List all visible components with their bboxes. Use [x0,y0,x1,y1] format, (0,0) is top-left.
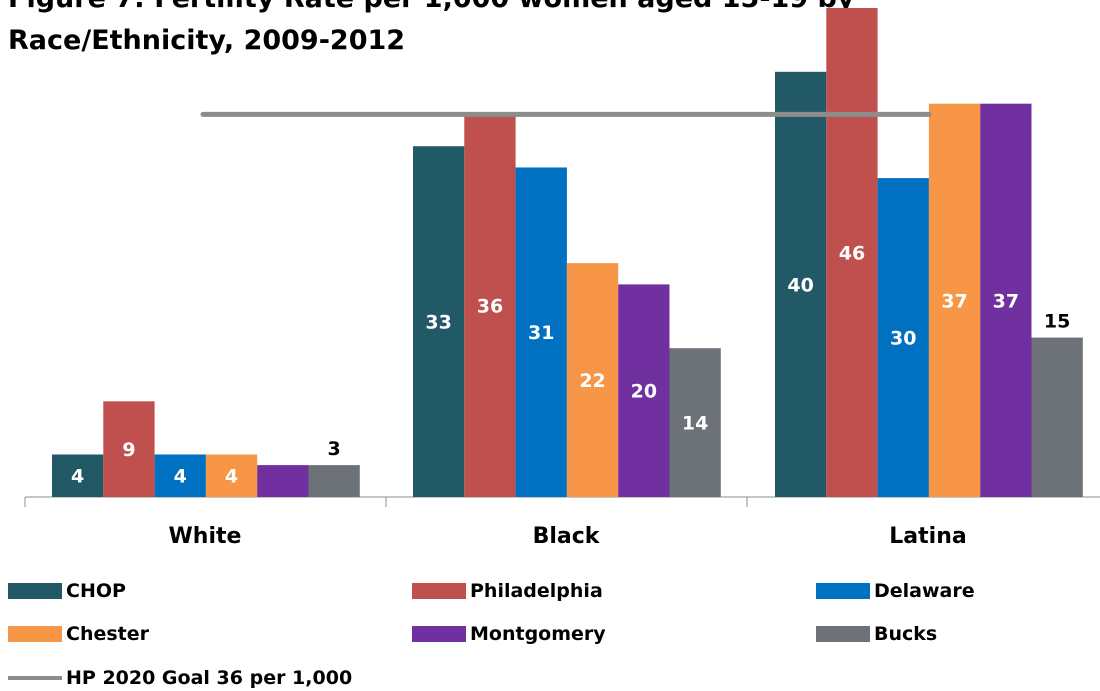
data-label-chester-black: 22 [579,370,605,392]
bar-montgomery-black [618,284,670,497]
category-label-latina: Latina [889,524,966,549]
legend-label-montgomery: Montgomery [470,623,606,645]
legend-item-philadelphia: Philadelphia [412,580,603,602]
bar-chester-black [566,263,619,497]
legend-item-bucks: Bucks [816,623,937,645]
bar-bucks-black [669,348,721,497]
legend-swatch-chester [8,626,62,642]
legend-label-delaware: Delaware [874,580,975,602]
data-label-chester-white: 4 [225,466,238,488]
bar-bucks-white [308,465,360,497]
data-label-philadelphia-black: 36 [477,296,503,318]
data-label-bucks-white: 3 [328,438,341,460]
data-label-delaware-white: 4 [174,466,187,488]
data-label-chester-latina: 37 [941,290,967,312]
data-label-philadelphia-white: 9 [122,439,135,461]
legend-swatch-bucks [816,626,870,642]
data-label-chop-white: 4 [71,466,84,488]
bar-delaware-latina [877,178,929,497]
data-label-delaware-black: 31 [528,322,554,344]
legend-label-hp2020-goal: HP 2020 Goal 36 per 1,000 [66,667,353,689]
data-label-philadelphia-latina: 46 [839,243,865,265]
data-label-montgomery-black: 20 [631,381,657,403]
data-label-bucks-latina: 15 [1044,311,1070,333]
legend-swatch-philadelphia [412,583,466,599]
legend-item-hp2020-goal: HP 2020 Goal 36 per 1,000 [8,667,352,689]
data-label-bucks-black: 14 [682,413,708,435]
chart-title-line-2: Race/Ethnicity, 2009-2012 [8,25,406,56]
legend-swatch-montgomery [412,626,466,642]
legend-item-chop: CHOP [8,580,126,602]
bar-delaware-white [154,454,206,497]
data-label-chop-latina: 40 [787,274,813,296]
bar-chop-latina [775,71,827,498]
chart-title-line-1: Figure 7: Fertility Rate per 1,000 women… [8,0,1008,20]
bar-philadelphia-latina [826,8,878,498]
category-label-white: White [169,524,242,549]
legend-swatch-chop [8,583,62,599]
category-label-black: Black [533,524,601,549]
legend-swatch-delaware [816,583,870,599]
legend-label-chop: CHOP [66,580,126,602]
bar-chop-black [413,146,465,497]
bar-montgomery-white [257,465,309,497]
legend-label-chester: Chester [66,623,150,645]
bar-chop-white [52,454,104,497]
legend-item-delaware: Delaware [816,580,975,602]
bar-montgomery-latina [980,103,1032,497]
data-label-delaware-latina: 30 [890,328,916,350]
chart-title: Figure 7: Fertility Rate per 1,000 women… [8,0,1008,62]
legend-label-philadelphia: Philadelphia [470,580,603,602]
legend-item-montgomery: Montgomery [412,623,606,645]
bar-chester-latina [928,103,981,497]
legend-item-chester: Chester [8,623,149,645]
bar-philadelphia-white [103,401,155,497]
bar-bucks-latina [1031,337,1083,497]
bar-chester-white [205,454,258,497]
data-label-montgomery-latina: 37 [993,290,1019,312]
bar-delaware-black [515,167,567,497]
data-label-chop-black: 33 [425,312,451,334]
bar-philadelphia-black [464,114,516,497]
legend-label-bucks: Bucks [874,623,938,645]
legend-swatch-hp2020-goal [8,676,62,680]
